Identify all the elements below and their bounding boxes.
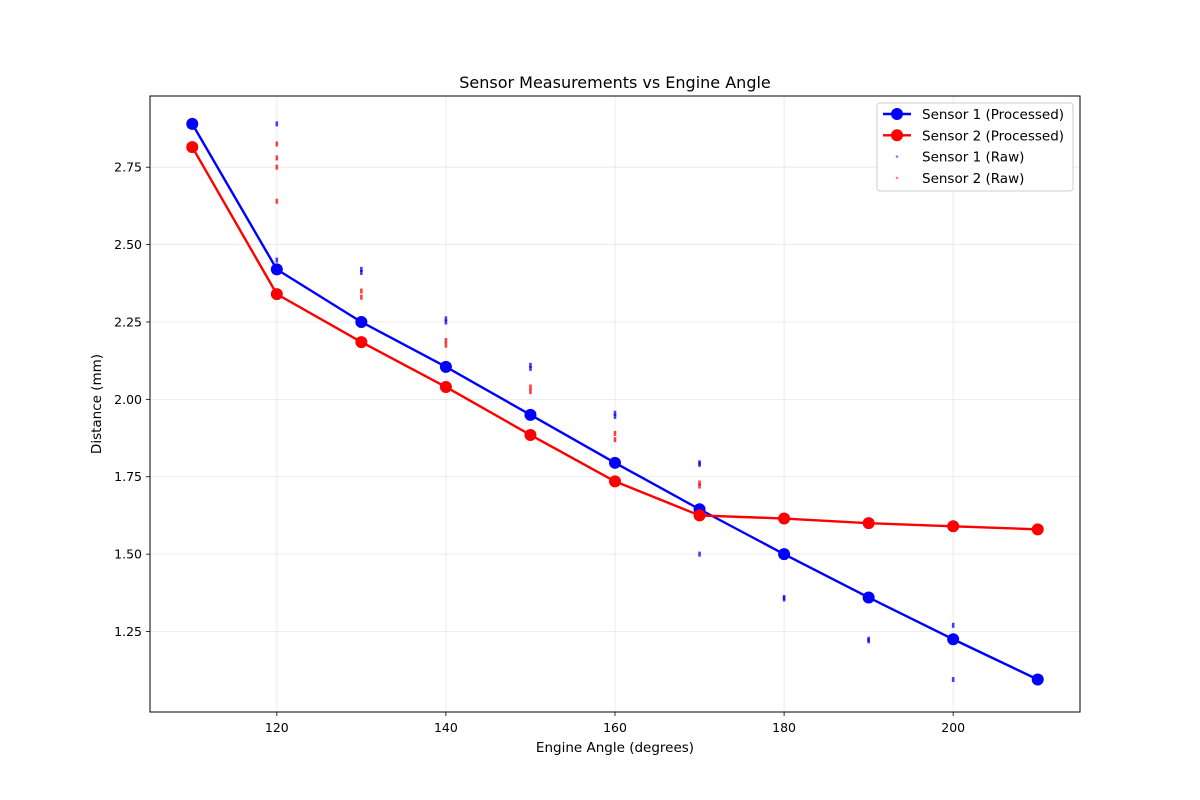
y-tick-label: 2.50 bbox=[114, 237, 142, 252]
legend-label: Sensor 2 (Raw) bbox=[922, 171, 1024, 187]
raw-point-sensor-2-raw bbox=[275, 141, 279, 147]
series-sensor-2-processed bbox=[186, 141, 1044, 536]
raw-point-sensor-1-raw bbox=[613, 410, 617, 416]
legend-item: Sensor 2 (Processed) bbox=[883, 128, 1064, 144]
raw-point-sensor-1-raw bbox=[867, 638, 870, 644]
data-point-sensor-1-processed bbox=[1031, 673, 1044, 686]
legend-marker-swatch bbox=[891, 129, 903, 142]
grid bbox=[150, 96, 1080, 712]
y-tick-label: 1.50 bbox=[114, 547, 142, 562]
x-tick-label: 140 bbox=[434, 720, 458, 735]
raw-point-sensor-1-raw bbox=[529, 365, 532, 371]
series-sensor-1-processed bbox=[186, 117, 1044, 686]
data-point-sensor-1-processed bbox=[609, 456, 621, 469]
data-point-sensor-2-processed bbox=[947, 520, 960, 533]
raw-point-sensor-2-raw bbox=[275, 198, 279, 204]
x-axis-label: Engine Angle (degrees) bbox=[536, 740, 694, 756]
raw-point-sensor-2-raw bbox=[275, 155, 279, 161]
raw-point-sensor-1-raw bbox=[275, 257, 279, 263]
raw-point-sensor-2-raw bbox=[698, 483, 701, 489]
raw-point-sensor-1-raw bbox=[529, 362, 532, 368]
legend: Sensor 1 (Processed) Sensor 2 (Processed)… bbox=[876, 102, 1074, 192]
data-point-sensor-2-processed bbox=[186, 141, 199, 154]
y-axis-label: Distance (mm) bbox=[89, 354, 105, 454]
raw-point-sensor-1-raw bbox=[444, 316, 448, 322]
raw-point-sensor-2-raw bbox=[613, 430, 617, 436]
x-tick-label: 160 bbox=[603, 720, 627, 735]
data-point-sensor-2-processed bbox=[693, 509, 706, 522]
y-tick-label: 1.25 bbox=[114, 624, 142, 639]
y-tick-label: 2.75 bbox=[114, 160, 142, 175]
chart-title: Sensor Measurements vs Engine Angle bbox=[459, 73, 771, 92]
data-point-sensor-2-processed bbox=[524, 428, 537, 441]
raw-point-sensor-1-raw bbox=[698, 551, 701, 557]
legend-box bbox=[876, 102, 1074, 192]
data-point-sensor-2-processed bbox=[439, 380, 452, 393]
raw-point-sensor-1-raw bbox=[951, 635, 955, 641]
data-point-sensor-2-processed bbox=[862, 517, 875, 530]
data-point-sensor-1-processed bbox=[270, 263, 283, 276]
raw-point-sensor-1-raw bbox=[360, 269, 363, 275]
legend-dot-swatch bbox=[895, 176, 899, 180]
legend-item: Sensor 1 (Processed) bbox=[883, 107, 1064, 123]
raw-point-sensor-2-raw bbox=[444, 338, 448, 344]
ticks: 120 140 160 180 200 1.25 1.50 1.75 2.00 2.25 2.50 2… bbox=[114, 160, 965, 735]
raw-point-sensor-1-raw bbox=[275, 121, 279, 127]
legend-label: Sensor 1 (Raw) bbox=[922, 150, 1024, 166]
legend-label: Sensor 1 (Processed) bbox=[922, 107, 1064, 123]
x-tick-label: 180 bbox=[772, 720, 796, 735]
raw-point-sensor-2-raw bbox=[529, 389, 532, 395]
legend-marker-swatch bbox=[891, 108, 903, 120]
data-point-sensor-1-processed bbox=[862, 591, 875, 604]
raw-point-sensor-1-raw bbox=[613, 413, 617, 419]
x-tick-label: 200 bbox=[941, 720, 965, 735]
data-point-sensor-1-processed bbox=[186, 117, 199, 130]
y-tick-label: 2.00 bbox=[114, 392, 142, 407]
raw-point-sensor-1-raw bbox=[275, 269, 279, 275]
data-point-sensor-2-processed bbox=[609, 475, 621, 488]
data-point-sensor-2-processed bbox=[270, 288, 283, 301]
raw-point-sensor-2-raw bbox=[698, 480, 701, 486]
y-tick-label: 2.25 bbox=[114, 314, 142, 329]
raw-point-sensor-2-raw bbox=[360, 294, 363, 300]
raw-point-sensor-2-raw bbox=[275, 164, 279, 170]
legend-item: Sensor 2 (Raw) bbox=[895, 171, 1024, 187]
data-point-sensor-2-processed bbox=[355, 336, 368, 349]
raw-point-sensor-2-raw bbox=[529, 384, 532, 390]
raw-point-sensor-1-raw bbox=[951, 622, 955, 628]
data-point-sensor-1-processed bbox=[439, 360, 452, 373]
y-tick-label: 1.75 bbox=[114, 469, 142, 484]
data-point-sensor-1-processed bbox=[524, 408, 537, 421]
x-tick-label: 120 bbox=[265, 720, 289, 735]
legend-item: Sensor 1 (Raw) bbox=[895, 150, 1024, 166]
raw-point-sensor-1-raw bbox=[444, 319, 448, 325]
raw-point-sensor-2-raw bbox=[444, 342, 448, 348]
raw-point-sensor-1-raw bbox=[698, 461, 701, 467]
series-sensor-2-raw bbox=[275, 141, 701, 489]
series-layer bbox=[186, 117, 1044, 686]
raw-point-sensor-1-raw bbox=[360, 266, 363, 272]
legend-label: Sensor 2 (Processed) bbox=[922, 128, 1064, 144]
raw-point-sensor-1-raw bbox=[951, 676, 955, 682]
raw-point-sensor-2-raw bbox=[613, 437, 617, 443]
raw-point-sensor-1-raw bbox=[782, 596, 786, 602]
data-point-sensor-1-processed bbox=[778, 548, 791, 561]
legend-dot-swatch bbox=[895, 155, 899, 158]
data-point-sensor-2-processed bbox=[1031, 523, 1044, 536]
raw-point-sensor-2-raw bbox=[360, 288, 363, 294]
series-sensor-1-raw bbox=[275, 121, 955, 682]
data-point-sensor-2-processed bbox=[778, 512, 791, 525]
data-point-sensor-1-processed bbox=[355, 315, 368, 328]
